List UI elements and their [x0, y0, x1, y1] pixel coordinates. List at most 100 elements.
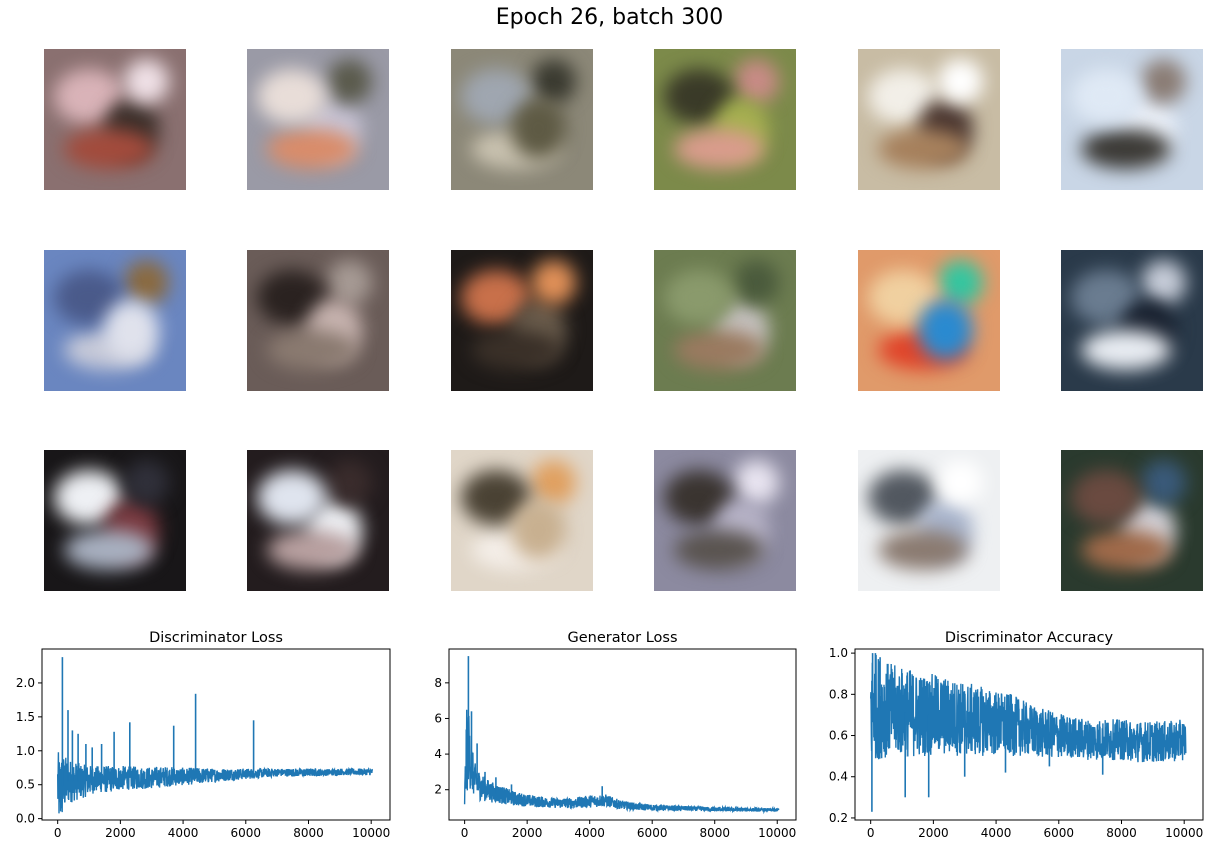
generated-sample-image [247, 49, 389, 190]
sample-color-region [267, 129, 357, 169]
sample-color-region [257, 470, 327, 525]
y-tick-label: 1.5 [16, 710, 35, 724]
sample-color-region [64, 530, 154, 570]
chart-2: Discriminator Accuracy 0 2000 4000 6000 8000 1… [829, 630, 1204, 840]
x-tick-label: 8000 [293, 826, 324, 840]
y-tick-label: 8 [434, 676, 442, 690]
chart-title: Discriminator Loss [149, 630, 283, 646]
y-tick-label: 0.0 [16, 812, 35, 826]
y-tick-label: 1.0 [16, 744, 35, 758]
x-tick-label: 2000 [918, 826, 949, 840]
axes-frame [41, 648, 391, 821]
sample-color-region [471, 330, 561, 370]
sample-color-region [257, 69, 327, 124]
generated-sample-image [44, 49, 186, 190]
sample-color-region [511, 99, 566, 159]
series-line [57, 752, 374, 814]
y-tick-label: 2.0 [16, 676, 35, 690]
x-tick-label: 10000 [1165, 826, 1203, 840]
sample-color-region [1071, 470, 1141, 525]
sample-color-region [878, 530, 968, 570]
sample-color-region [104, 300, 159, 360]
generated-sample-image [1061, 450, 1203, 591]
sample-color-region [267, 330, 357, 370]
generated-sample-image [654, 450, 796, 591]
sample-color-region [674, 530, 764, 570]
sample-color-region [1081, 330, 1171, 370]
sample-color-region [938, 59, 983, 104]
y-tick-label: 2 [434, 783, 442, 797]
x-tick-label: 8000 [1106, 826, 1137, 840]
x-tick-label: 6000 [231, 826, 262, 840]
chart-title: Generator Loss [567, 630, 677, 646]
sample-color-region [878, 129, 968, 169]
generated-sample-image [654, 250, 796, 391]
generated-sample-image [451, 250, 593, 391]
sample-color-region [938, 260, 983, 305]
x-tick-label: 2000 [512, 826, 543, 840]
sample-color-region [664, 270, 734, 325]
sample-color-region [674, 330, 764, 370]
sample-color-region [124, 460, 169, 505]
chart-1: Generator Loss 0 2000 4000 6000 8000 10000 2 4 6 8 [434, 630, 797, 840]
x-tick-label: 10000 [758, 826, 796, 840]
y-tick-label: 0.5 [16, 778, 35, 792]
x-tick-label: 4000 [574, 826, 605, 840]
sample-color-region [734, 460, 779, 505]
sample-color-region [64, 129, 154, 169]
x-tick-label: 0 [867, 826, 875, 840]
sample-color-region [531, 260, 576, 305]
sample-color-region [327, 460, 372, 505]
generated-sample-image [858, 250, 1000, 391]
generated-sample-image [858, 450, 1000, 591]
sample-color-region [531, 59, 576, 104]
chart-0: Discriminator Loss 0 2000 4000 6000 8000 10000… [16, 630, 391, 840]
sample-color-region [1081, 129, 1171, 169]
series-line [870, 654, 1187, 763]
x-tick-label: 8000 [699, 826, 730, 840]
sample-color-region [124, 59, 169, 104]
generated-sample-image [1061, 250, 1203, 391]
y-tick-label: 0.8 [829, 687, 848, 701]
sample-color-region [734, 260, 779, 305]
sample-color-region [531, 460, 576, 505]
sample-color-region [327, 260, 372, 305]
axes-frame [448, 648, 797, 821]
x-tick-label: 6000 [637, 826, 668, 840]
x-tick-label: 10000 [352, 826, 390, 840]
sample-color-region [1141, 460, 1186, 505]
sample-color-region [327, 59, 372, 104]
sample-color-region [1141, 260, 1186, 305]
figure-title: Epoch 26, batch 300 [495, 5, 724, 30]
generated-sample-image [44, 450, 186, 591]
sample-color-region [511, 500, 566, 560]
sample-color-region [1141, 59, 1186, 104]
chart-title: Discriminator Accuracy [945, 630, 1114, 646]
x-tick-label: 6000 [1044, 826, 1075, 840]
x-tick-label: 0 [54, 826, 62, 840]
generated-sample-image [247, 250, 389, 391]
sample-color-region [918, 300, 973, 360]
generated-sample-image [247, 450, 389, 591]
sample-color-region [938, 460, 983, 505]
x-tick-label: 0 [461, 826, 469, 840]
y-tick-label: 1.0 [829, 646, 848, 660]
generated-sample-image [858, 49, 1000, 190]
sample-color-region [124, 260, 169, 305]
x-tick-label: 4000 [981, 826, 1012, 840]
generated-sample-image [654, 49, 796, 190]
sample-color-region [1081, 530, 1171, 570]
x-tick-label: 2000 [105, 826, 136, 840]
sample-color-region [267, 530, 357, 570]
generated-sample-image [1061, 49, 1203, 190]
y-tick-label: 6 [434, 711, 442, 725]
y-tick-label: 4 [434, 747, 442, 761]
y-tick-label: 0.4 [829, 770, 848, 784]
generated-sample-image [451, 49, 593, 190]
generated-sample-image [451, 450, 593, 591]
sample-color-region [674, 129, 764, 169]
axes-frame [854, 648, 1204, 821]
y-tick-label: 0.2 [829, 811, 848, 825]
sample-color-region [734, 59, 779, 104]
